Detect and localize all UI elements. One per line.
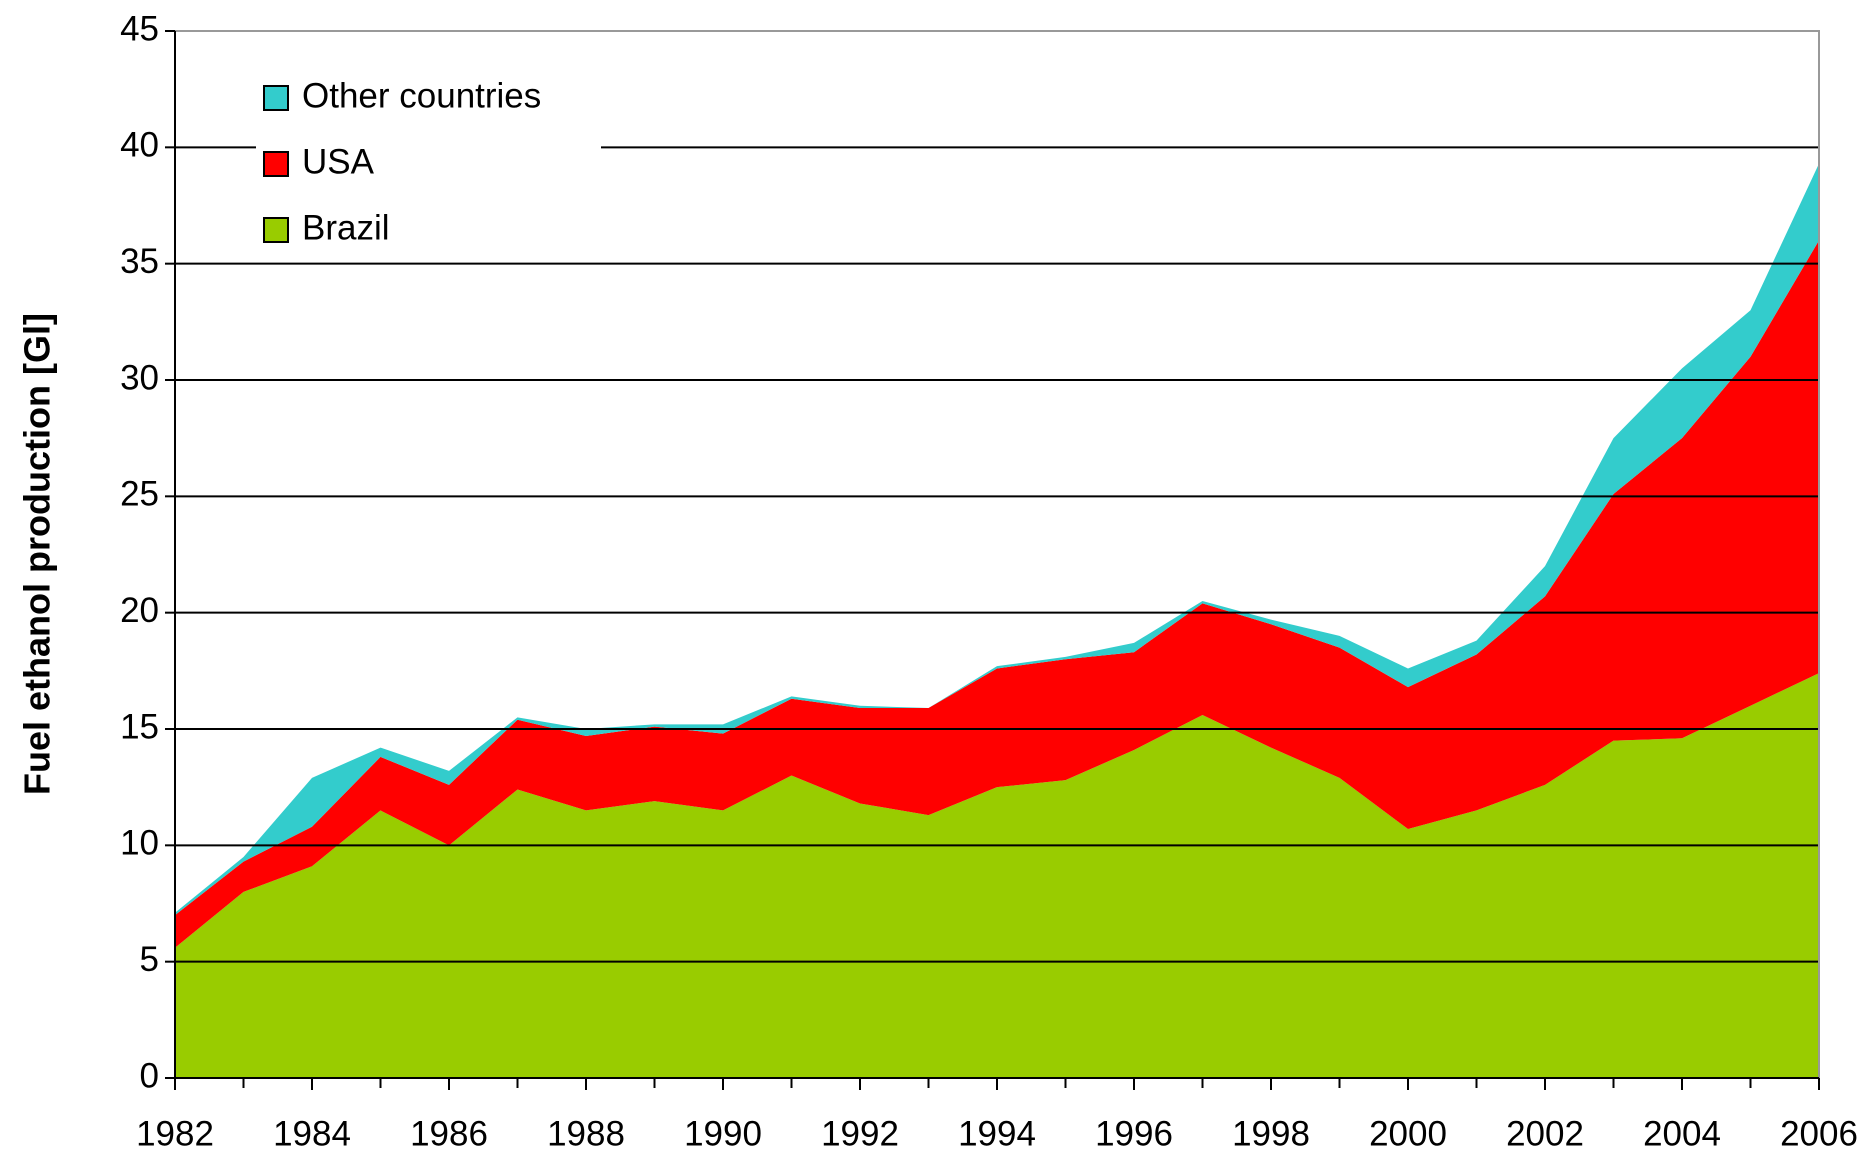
y-tick-label: 30 bbox=[120, 358, 159, 397]
y-tick-label: 5 bbox=[140, 940, 159, 979]
x-tick-label: 2004 bbox=[1643, 1114, 1721, 1153]
area bbox=[175, 673, 1819, 1078]
x-tick-label: 1998 bbox=[1232, 1114, 1310, 1153]
y-tick-label: 45 bbox=[120, 9, 159, 48]
legend-label: USA bbox=[302, 142, 375, 181]
x-tick-label: 1996 bbox=[1095, 1114, 1173, 1153]
x-tick-label: 1992 bbox=[821, 1114, 899, 1153]
legend-swatch bbox=[263, 151, 289, 177]
y-tick-label: 15 bbox=[120, 707, 159, 746]
area bbox=[175, 240, 1819, 948]
y-tick-label: 40 bbox=[120, 126, 159, 165]
x-tick-label: 2006 bbox=[1780, 1114, 1858, 1153]
legend-swatch bbox=[263, 217, 289, 243]
legend: Other countries USA Brazil bbox=[256, 62, 601, 252]
x-tick-label: 1988 bbox=[547, 1114, 625, 1153]
y-tick-label: 20 bbox=[120, 591, 159, 630]
y-tick-label: 0 bbox=[140, 1056, 159, 1095]
x-tick-label: 1990 bbox=[684, 1114, 762, 1153]
x-tick-label: 1984 bbox=[273, 1114, 351, 1153]
legend-label: Other countries bbox=[302, 76, 541, 115]
x-tick-label: 1986 bbox=[410, 1114, 488, 1153]
legend-swatch bbox=[263, 85, 289, 111]
x-tick-label: 1994 bbox=[958, 1114, 1036, 1153]
legend-background bbox=[256, 62, 601, 252]
y-axis-label: Fuel ethanol production [Gl] bbox=[17, 313, 58, 795]
x-tick-label: 2002 bbox=[1506, 1114, 1584, 1153]
y-tick-label: 35 bbox=[120, 242, 159, 281]
legend-label: Brazil bbox=[302, 208, 390, 247]
plot-frame bbox=[175, 30, 1820, 1078]
y-tick-label: 25 bbox=[120, 475, 159, 514]
x-tick-label: 2000 bbox=[1369, 1114, 1447, 1153]
y-tick-label: 10 bbox=[120, 824, 159, 863]
x-tick-label: 1982 bbox=[136, 1114, 214, 1153]
